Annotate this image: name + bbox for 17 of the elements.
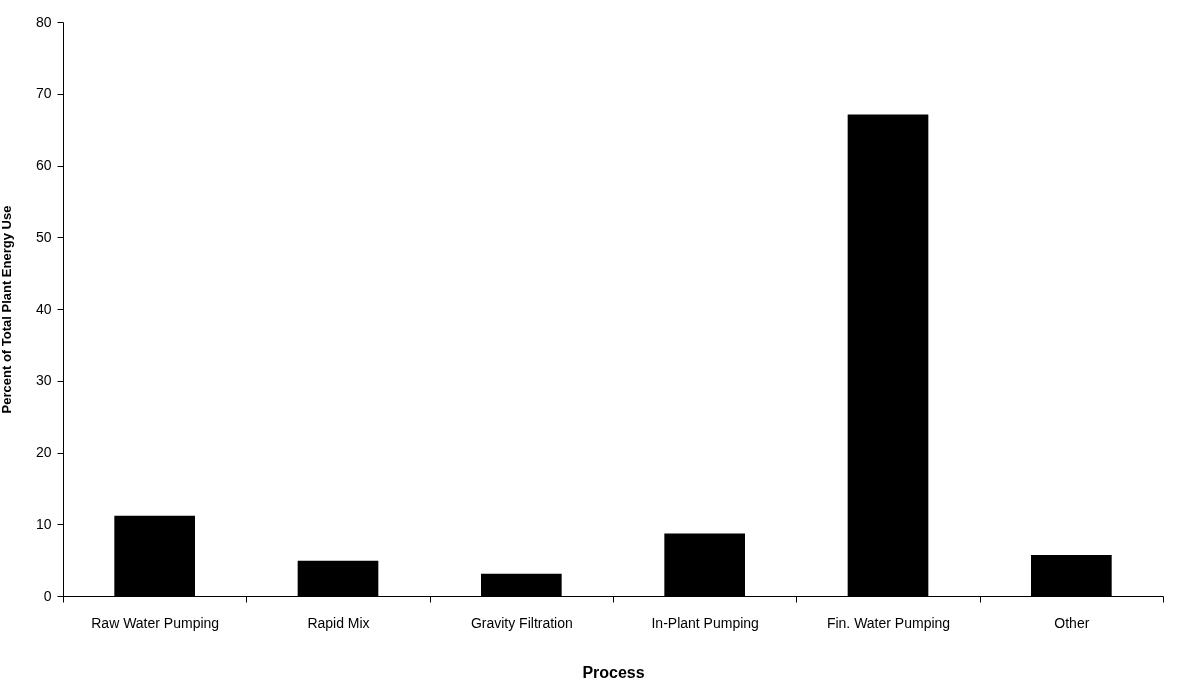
- y-tick-label: 10: [35, 515, 52, 532]
- y-tick-label: 40: [35, 300, 52, 317]
- y-tick-label: 60: [35, 157, 52, 173]
- x-tick-label: Fin. Water Pumping: [826, 614, 951, 631]
- x-tick-label: In-Plant Pumping: [651, 614, 759, 631]
- y-axis-title: Percent of Total Plant Energy Use: [0, 205, 14, 414]
- x-tick-label: Rapid Mix: [307, 614, 370, 631]
- x-axis-title: Process: [582, 663, 645, 681]
- y-tick-label: 80: [35, 13, 52, 30]
- y-tick-label: 30: [35, 372, 52, 389]
- x-tick-label: Other: [1054, 614, 1090, 631]
- x-tick-label: Raw Water Pumping: [91, 614, 220, 631]
- y-tick-label: 0: [43, 587, 52, 604]
- y-tick-label: 50: [35, 228, 52, 245]
- y-tick-label: 20: [35, 444, 52, 460]
- y-tick-label: 70: [35, 85, 52, 102]
- x-tick-label: Gravity Filtration: [470, 614, 573, 631]
